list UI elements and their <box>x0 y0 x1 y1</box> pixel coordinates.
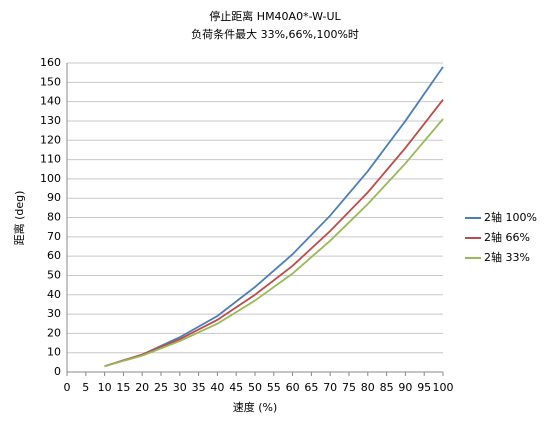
x-tick-label: 5 <box>82 381 89 394</box>
y-axis-label: 距离 (deg) <box>12 191 26 246</box>
x-tick-label: 0 <box>64 381 71 394</box>
chart-title: 停止距离 HM40A0*-W-UL <box>209 9 341 23</box>
legend-label: 2轴 33% <box>484 250 530 264</box>
y-tick-label: 20 <box>47 326 61 339</box>
x-tick-label: 25 <box>154 381 168 394</box>
x-axis-label: 速度 (%) <box>233 400 278 414</box>
y-tick-label: 80 <box>47 211 61 224</box>
x-tick-label: 45 <box>229 381 243 394</box>
x-tick-label: 40 <box>210 381 224 394</box>
y-tick-label: 70 <box>47 230 61 243</box>
x-tick-label: 95 <box>417 381 431 394</box>
y-tick-label: 40 <box>47 288 61 301</box>
x-tick-label: 80 <box>361 381 375 394</box>
y-tick-label: 120 <box>40 133 61 146</box>
y-tick-label: 60 <box>47 249 61 262</box>
line-series <box>104 66 444 368</box>
line-series <box>104 99 444 368</box>
x-tick-label: 65 <box>304 381 318 394</box>
legend-label: 2轴 66% <box>484 230 530 244</box>
x-tick-label: 90 <box>398 381 412 394</box>
x-tick-label: 20 <box>135 381 149 394</box>
y-tick-label: 130 <box>40 114 61 127</box>
x-tick-label: 85 <box>380 381 394 394</box>
x-tick-label: 75 <box>342 381 356 394</box>
y-tick-label: 30 <box>47 307 61 320</box>
x-tick-label: 35 <box>192 381 206 394</box>
x-tick-label: 50 <box>248 381 262 394</box>
y-tick-label: 50 <box>47 268 61 281</box>
y-tick-label: 160 <box>40 56 61 69</box>
legend-label: 2轴 100% <box>484 210 537 224</box>
y-tick-label: 110 <box>40 153 61 166</box>
line-series <box>104 118 444 368</box>
y-tick-label: 150 <box>40 75 61 88</box>
x-tick-label: 10 <box>98 381 112 394</box>
y-tick-label: 0 <box>54 365 61 378</box>
x-tick-label: 70 <box>323 381 337 394</box>
y-tick-label: 140 <box>40 95 61 108</box>
y-tick-label: 10 <box>47 346 61 359</box>
chart-subtitle: 负荷条件最大 33%,66%,100%时 <box>191 27 359 41</box>
x-tick-label: 60 <box>286 381 300 394</box>
x-tick-label: 15 <box>116 381 130 394</box>
x-tick-label: 30 <box>173 381 187 394</box>
x-tick-label: 100 <box>433 381 454 394</box>
y-tick-label: 100 <box>40 172 61 185</box>
x-tick-label: 55 <box>267 381 281 394</box>
y-tick-label: 90 <box>47 191 61 204</box>
